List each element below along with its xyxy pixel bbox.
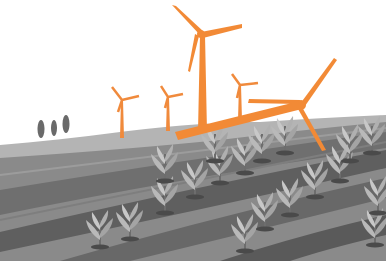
tree: [63, 115, 70, 133]
wind-turbine: [161, 86, 183, 131]
tree: [51, 120, 57, 136]
wind-turbine-large: [172, 5, 242, 132]
page-body: [0, 0, 386, 261]
illustration: [0, 0, 386, 261]
page: Wind turbines over a field {} html, body…: [0, 0, 386, 261]
tree: [38, 120, 45, 138]
